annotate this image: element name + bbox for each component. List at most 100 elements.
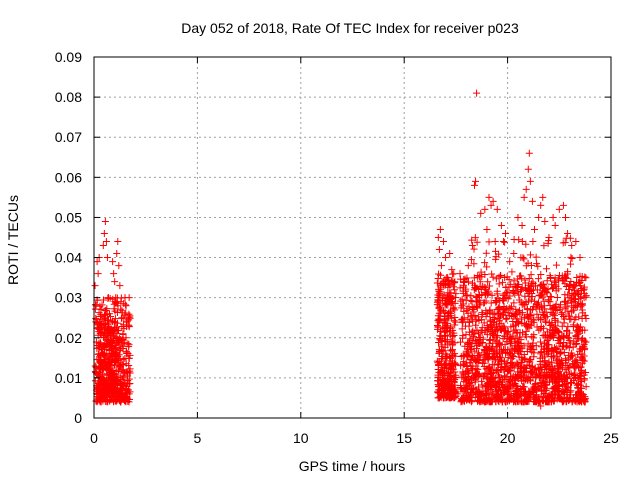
data-point: [517, 286, 525, 294]
data-point: [116, 282, 124, 290]
data-point: [496, 340, 504, 348]
data-point: [458, 295, 466, 303]
data-point: [553, 294, 561, 302]
data-point: [483, 331, 491, 339]
data-point: [474, 313, 482, 321]
data-point: [108, 327, 116, 335]
data-point: [578, 350, 586, 358]
data-point: [550, 374, 558, 382]
data-point: [496, 386, 504, 394]
data-point: [578, 398, 586, 406]
data-point: [117, 386, 125, 394]
data-point: [535, 326, 543, 334]
data-point: [565, 364, 573, 372]
data-point: [497, 272, 505, 280]
data-point: [510, 299, 518, 307]
data-point: [579, 391, 587, 399]
data-point: [556, 357, 564, 365]
data-point: [561, 280, 569, 288]
data-point: [448, 266, 456, 274]
data-point: [566, 234, 574, 242]
data-point: [516, 344, 524, 352]
data-point: [462, 285, 470, 293]
data-point: [434, 234, 442, 241]
data-point: [522, 365, 530, 372]
data-point: [534, 275, 542, 283]
data-point: [124, 350, 132, 358]
data-point: [486, 336, 494, 344]
data-point: [461, 392, 469, 400]
y-tick-label: 0.04: [55, 250, 82, 266]
data-point: [480, 319, 488, 327]
data-point: [125, 375, 133, 383]
data-point: [93, 258, 101, 266]
data-point: [525, 275, 533, 283]
data-point: [529, 369, 537, 377]
data-point: [554, 275, 562, 283]
data-point: [563, 368, 571, 376]
data-point: [569, 306, 577, 314]
data-point: [448, 347, 456, 355]
data-point: [492, 322, 500, 330]
data-point: [465, 322, 473, 330]
data-point: [572, 356, 580, 364]
data-point: [116, 394, 124, 402]
data-point: [467, 312, 475, 320]
data-point: [570, 280, 578, 288]
data-point: [566, 394, 574, 402]
data-point: [125, 323, 133, 331]
data-point: [435, 270, 443, 278]
data-point: [507, 339, 515, 347]
data-point: [549, 384, 557, 392]
data-point: [526, 361, 534, 369]
data-point: [482, 326, 490, 334]
data-point: [437, 285, 445, 293]
data-point: [511, 290, 519, 298]
data-point: [94, 270, 102, 278]
data-point: [467, 398, 475, 406]
data-point: [515, 296, 523, 304]
y-tick-label: 0.02: [55, 330, 82, 346]
data-point: [501, 346, 509, 354]
data-point: [554, 345, 562, 353]
data-point: [125, 341, 133, 349]
data-point: [105, 375, 113, 383]
data-point: [440, 291, 448, 299]
data-point: [471, 234, 479, 242]
data-point: [564, 333, 572, 341]
data-point: [577, 345, 585, 353]
data-point: [474, 272, 482, 280]
data-point: [515, 236, 523, 244]
data-point: [578, 301, 586, 309]
data-point: [564, 268, 572, 276]
data-point: [472, 284, 480, 292]
data-point: [524, 340, 532, 348]
data-point: [513, 318, 521, 326]
data-point: [527, 271, 535, 279]
data-point: [105, 359, 113, 367]
data-point: [572, 364, 580, 372]
data-point: [96, 339, 104, 347]
data-point: [541, 345, 549, 353]
data-point: [464, 393, 472, 401]
data-point: [469, 308, 477, 316]
data-point: [518, 363, 526, 371]
data-point: [528, 280, 536, 288]
data-point: [478, 282, 486, 290]
data-point: [578, 336, 586, 344]
data-point: [444, 280, 452, 288]
data-point: [514, 386, 522, 394]
data-point: [482, 249, 490, 257]
data-point: [567, 315, 575, 323]
data-point: [456, 270, 464, 278]
data-point: [476, 278, 484, 286]
data-point: [98, 366, 106, 374]
data-point: [490, 361, 498, 369]
data-point: [505, 397, 513, 405]
data-point: [527, 283, 535, 291]
data-point: [580, 376, 588, 384]
data-point: [485, 364, 493, 372]
data-point: [497, 390, 505, 398]
data-point: [564, 291, 572, 299]
